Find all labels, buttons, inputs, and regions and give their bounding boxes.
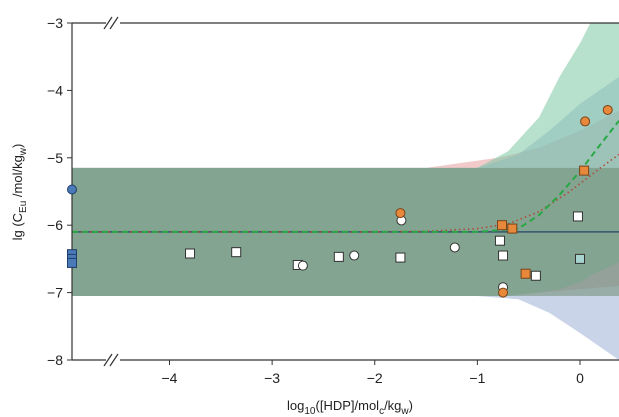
data-point-square bbox=[498, 250, 509, 261]
x-tick-label: 0 bbox=[576, 370, 584, 386]
data-point-square bbox=[231, 247, 242, 258]
data-point-square bbox=[185, 248, 196, 259]
y-tick-label: −4 bbox=[47, 82, 63, 98]
x-tick-label: −3 bbox=[264, 370, 280, 386]
data-point-circle bbox=[498, 287, 509, 298]
data-point-square bbox=[507, 223, 518, 234]
data-point-square bbox=[572, 211, 583, 222]
data-point-circle bbox=[602, 104, 613, 115]
data-point-square bbox=[395, 252, 406, 263]
axis-break-mark bbox=[109, 353, 119, 367]
data-point-circle bbox=[395, 208, 406, 219]
data-points bbox=[67, 104, 613, 298]
axis-break-mark bbox=[109, 16, 119, 30]
y-tick-label: −3 bbox=[47, 15, 63, 31]
data-point-square bbox=[497, 220, 508, 231]
data-point-square bbox=[575, 253, 586, 264]
y-axis-title: lg (CEu /mol/kgw) bbox=[10, 144, 29, 241]
x-tick-label: −2 bbox=[367, 370, 383, 386]
data-point-square bbox=[520, 268, 531, 279]
data-point-circle bbox=[449, 242, 460, 253]
axis-break-mark bbox=[103, 353, 113, 367]
confidence-bands bbox=[72, 23, 619, 360]
x-tick-label: −4 bbox=[162, 370, 178, 386]
y-tick-label: −7 bbox=[47, 285, 63, 301]
x-tick-label: −1 bbox=[469, 370, 485, 386]
data-point-square bbox=[494, 235, 505, 246]
data-point-circle bbox=[580, 116, 591, 127]
axis-break-mark bbox=[103, 16, 113, 30]
y-tick-label: −8 bbox=[47, 352, 63, 368]
data-point-square bbox=[67, 257, 77, 268]
data-point-square bbox=[333, 251, 344, 262]
y-tick-label: −6 bbox=[47, 217, 63, 233]
green-dashed-model-line bbox=[72, 120, 619, 233]
tick-labels: −4 −3 −2 −1 0 −3 −4 −5 −6 −7 −8 bbox=[47, 15, 584, 386]
x-axis-title: log10([HDP]/molc/kgw) bbox=[287, 398, 413, 417]
y-tick-label: −5 bbox=[47, 150, 63, 166]
data-point-circle bbox=[349, 250, 360, 261]
data-point-square bbox=[530, 270, 541, 281]
data-point-circle bbox=[67, 184, 77, 195]
data-point-circle bbox=[297, 260, 308, 271]
data-point-square bbox=[579, 165, 590, 176]
